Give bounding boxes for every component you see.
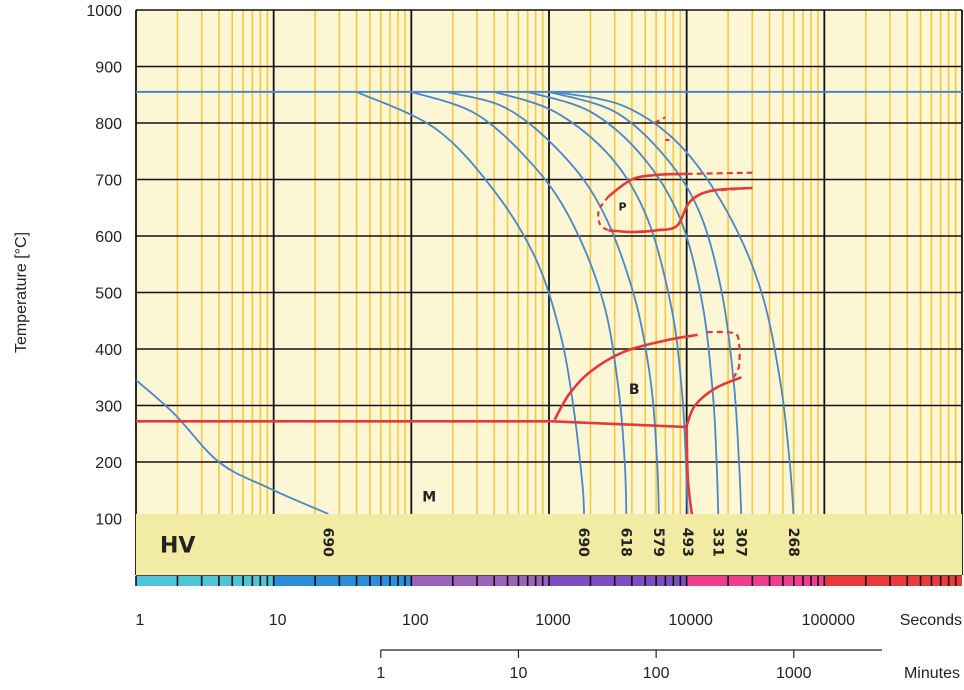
phase-boundary-p-2 [607,172,687,198]
cooling-curve-2 [356,91,585,519]
y-tick-label: 900 [95,60,122,77]
region-label-pearlite: P [619,201,627,214]
axis-labels: P B M 100 200 300 400 500 600 700 800 900 1000 Temper… [13,3,962,682]
minutes-tick-label: 1 [376,665,385,682]
cooling-curve-1 [135,379,329,515]
hardness-band: HV 690 690 618 579 493 331 307 268 [136,513,962,575]
minutes-tick-label: 100 [643,665,670,682]
time-bar-segment-1 [136,576,274,586]
phase-boundary-b-3 [553,333,698,421]
phase-boundary-mf-7 [685,426,694,519]
y-tick-label: 100 [95,512,122,529]
hardness-value-2: 690 [575,528,591,557]
cooling-curve-3 [411,91,628,519]
time-bar-segment-2 [273,576,412,586]
seconds-tick-label: 10 [269,612,287,629]
hardness-band-background [136,513,962,575]
y-tick-label: 1000 [86,3,122,20]
y-tick-label: 200 [95,455,122,472]
seconds-tick-label: 1000 [535,612,571,629]
cooling-curve-4 [446,91,660,519]
hardness-value-6: 331 [709,528,725,557]
hardness-value-8: 268 [785,528,801,557]
minutes-axis-label: Minutes [904,665,960,682]
pearlite-dashed-finish [710,186,753,192]
time-bar-segment-6 [824,576,962,586]
seconds-tick-label: 100000 [802,612,855,629]
hardness-value-3: 618 [617,528,633,557]
phase-boundary-ms-6 [551,420,687,429]
hardness-value-1: 690 [319,528,335,557]
seconds-tick-label: 1 [136,612,145,629]
region-label-bainite: B [629,382,640,398]
cooling-curves [135,90,962,519]
y-tick-label: 700 [95,173,122,190]
hardness-value-7: 307 [732,528,748,557]
cooling-curve-7 [548,91,743,519]
y-tick-label: 400 [95,342,122,359]
color-time-bar [135,576,962,586]
cooling-curve-6 [527,91,720,519]
seconds-axis-label: Seconds [900,612,962,629]
hardness-value-4: 579 [650,528,666,557]
hardness-value-5: 493 [679,528,695,557]
y-tick-label: 800 [95,116,122,133]
region-label-martensite: M [422,490,436,506]
phase-boundary-b-4 [685,376,742,426]
pearlite-dashed-start [686,171,753,175]
minutes-tick-label: 1000 [776,665,812,682]
minutes-tick-label: 10 [510,665,528,682]
hardness-label: HV [160,533,195,558]
time-bar-segment-3 [411,576,549,586]
ferrite-dashed-start [653,116,666,124]
y-tick-label: 500 [95,286,122,303]
seconds-tick-label: 100 [402,612,429,629]
cooling-curve-8 [554,91,795,519]
y-tick-label: 300 [95,399,122,416]
cooling-curve-5 [493,91,689,519]
y-axis-label: Temperature [°C] [13,232,30,353]
seconds-tick-label: 10000 [668,612,713,629]
pearlite-dashed-nose [597,195,610,232]
phase-boundaries [136,116,753,519]
y-tick-label: 600 [95,229,122,246]
time-bar-segment-5 [686,576,825,586]
time-bar-segment-4 [549,576,687,586]
